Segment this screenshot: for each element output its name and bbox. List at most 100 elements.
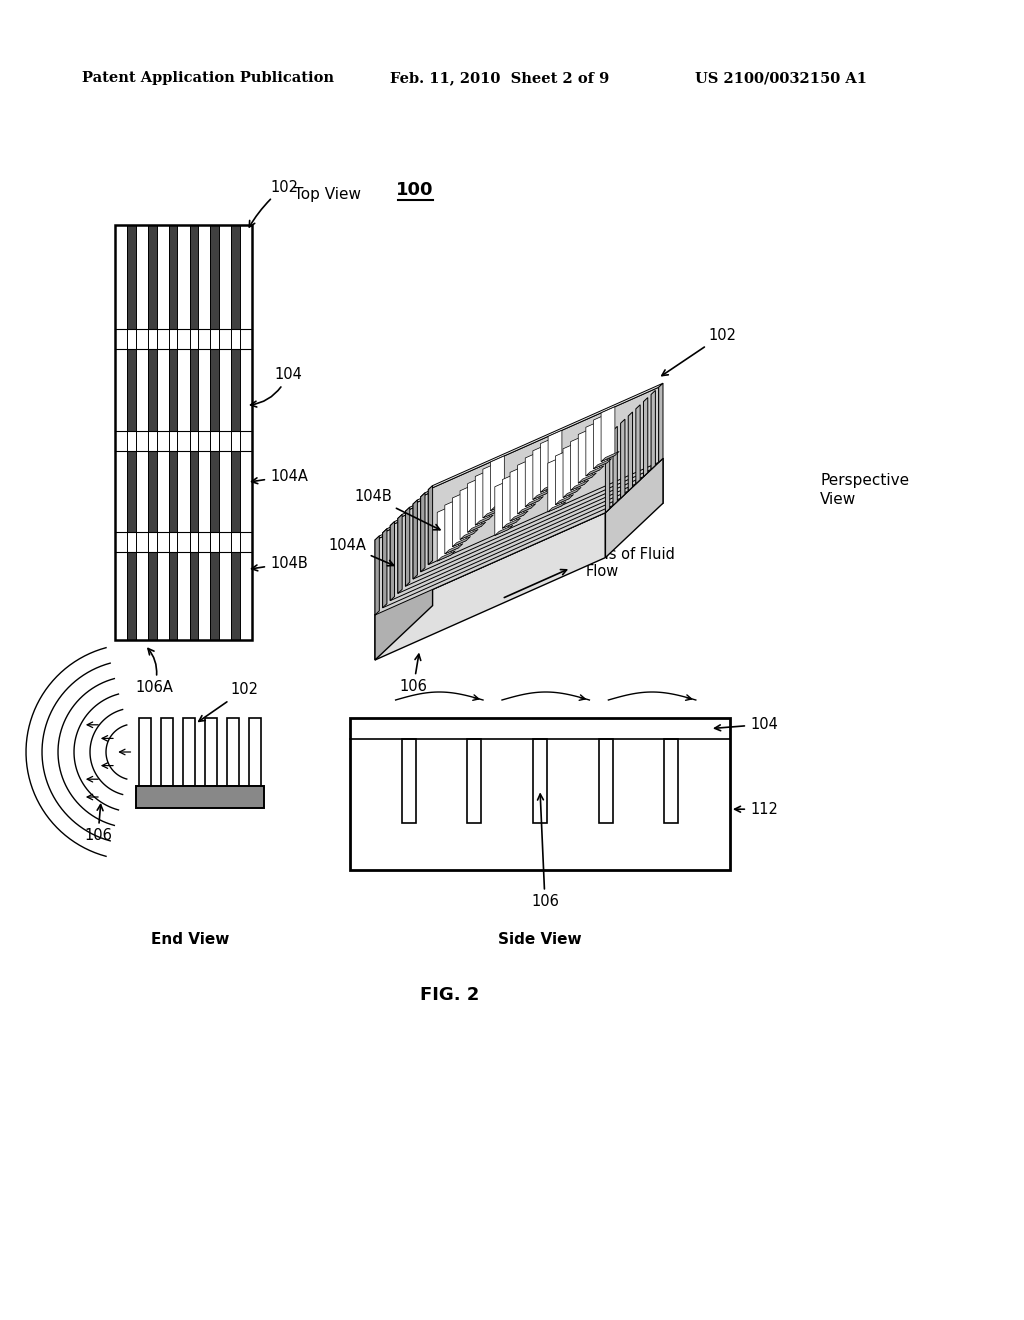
Polygon shape [432,458,663,606]
Polygon shape [525,496,544,507]
Text: 106: 106 [531,795,559,909]
Polygon shape [605,433,609,512]
Text: US 2100/0032150 A1: US 2100/0032150 A1 [695,71,867,84]
Polygon shape [413,401,643,579]
Polygon shape [475,470,489,525]
Text: 106A: 106A [135,648,173,696]
Polygon shape [621,420,625,498]
Polygon shape [127,224,136,640]
Polygon shape [383,426,617,533]
Text: 106: 106 [399,655,427,694]
Polygon shape [548,457,561,512]
Polygon shape [548,430,562,486]
Polygon shape [651,391,655,470]
Polygon shape [532,445,547,499]
Text: Axis of Fluid
Flow: Axis of Fluid Flow [586,546,675,579]
Polygon shape [468,478,481,532]
Polygon shape [503,474,516,528]
Polygon shape [658,383,663,462]
Polygon shape [398,515,402,594]
Polygon shape [413,397,648,504]
Polygon shape [490,455,504,511]
Text: 112: 112 [734,801,778,817]
Polygon shape [437,550,456,561]
Polygon shape [555,450,569,504]
Polygon shape [375,561,432,660]
Polygon shape [375,536,379,615]
Polygon shape [643,397,648,477]
Polygon shape [375,458,663,615]
Polygon shape [548,475,566,486]
Polygon shape [594,414,607,469]
Polygon shape [115,224,252,640]
Polygon shape [183,718,195,785]
Text: Patent Application Publication: Patent Application Publication [82,71,334,84]
Polygon shape [375,512,605,660]
Polygon shape [161,718,173,785]
Polygon shape [541,437,554,492]
Polygon shape [594,458,611,469]
Polygon shape [383,430,613,607]
Polygon shape [503,517,520,528]
Polygon shape [563,442,577,498]
Text: 104: 104 [251,367,302,407]
Text: Side View: Side View [499,932,582,948]
Polygon shape [390,424,621,601]
Polygon shape [510,466,524,521]
Text: 100: 100 [396,181,434,199]
Polygon shape [555,495,573,504]
Polygon shape [398,416,629,594]
Polygon shape [406,405,640,511]
Polygon shape [495,480,509,536]
Text: 104: 104 [715,717,778,731]
Text: 104A: 104A [328,537,394,566]
Text: End View: End View [151,932,229,948]
Polygon shape [453,536,471,546]
Polygon shape [390,521,394,601]
Polygon shape [601,451,620,462]
Polygon shape [518,504,536,513]
Polygon shape [437,506,451,561]
Polygon shape [406,507,410,586]
Polygon shape [428,387,658,565]
Text: 104B: 104B [354,490,440,529]
Polygon shape [636,405,640,484]
Text: 104A: 104A [252,469,308,483]
Polygon shape [375,438,605,615]
Polygon shape [460,484,474,540]
Polygon shape [532,490,551,499]
Polygon shape [406,409,636,586]
Text: 104B: 104B [252,556,308,570]
Polygon shape [115,532,252,553]
Polygon shape [139,718,151,785]
Polygon shape [483,508,501,517]
Polygon shape [570,436,585,491]
Polygon shape [586,466,604,477]
Text: 102: 102 [662,327,736,376]
Polygon shape [444,544,463,554]
Polygon shape [413,500,418,579]
Polygon shape [421,492,425,572]
Polygon shape [495,525,513,536]
Polygon shape [475,515,494,525]
Text: Feb. 11, 2010  Sheet 2 of 9: Feb. 11, 2010 Sheet 2 of 9 [390,71,609,84]
Polygon shape [375,433,609,540]
Polygon shape [468,523,485,532]
Polygon shape [490,500,509,511]
Text: 102: 102 [199,682,258,721]
Polygon shape [421,391,655,496]
Polygon shape [169,224,177,640]
Polygon shape [510,511,528,521]
Polygon shape [601,407,614,462]
Polygon shape [249,718,261,785]
Polygon shape [541,482,559,492]
Text: 102: 102 [249,180,298,227]
Polygon shape [383,529,387,607]
Polygon shape [548,502,566,512]
Polygon shape [444,499,459,554]
Polygon shape [579,473,596,483]
Polygon shape [605,458,663,557]
Polygon shape [398,412,633,519]
Polygon shape [189,224,199,640]
Polygon shape [421,395,651,572]
